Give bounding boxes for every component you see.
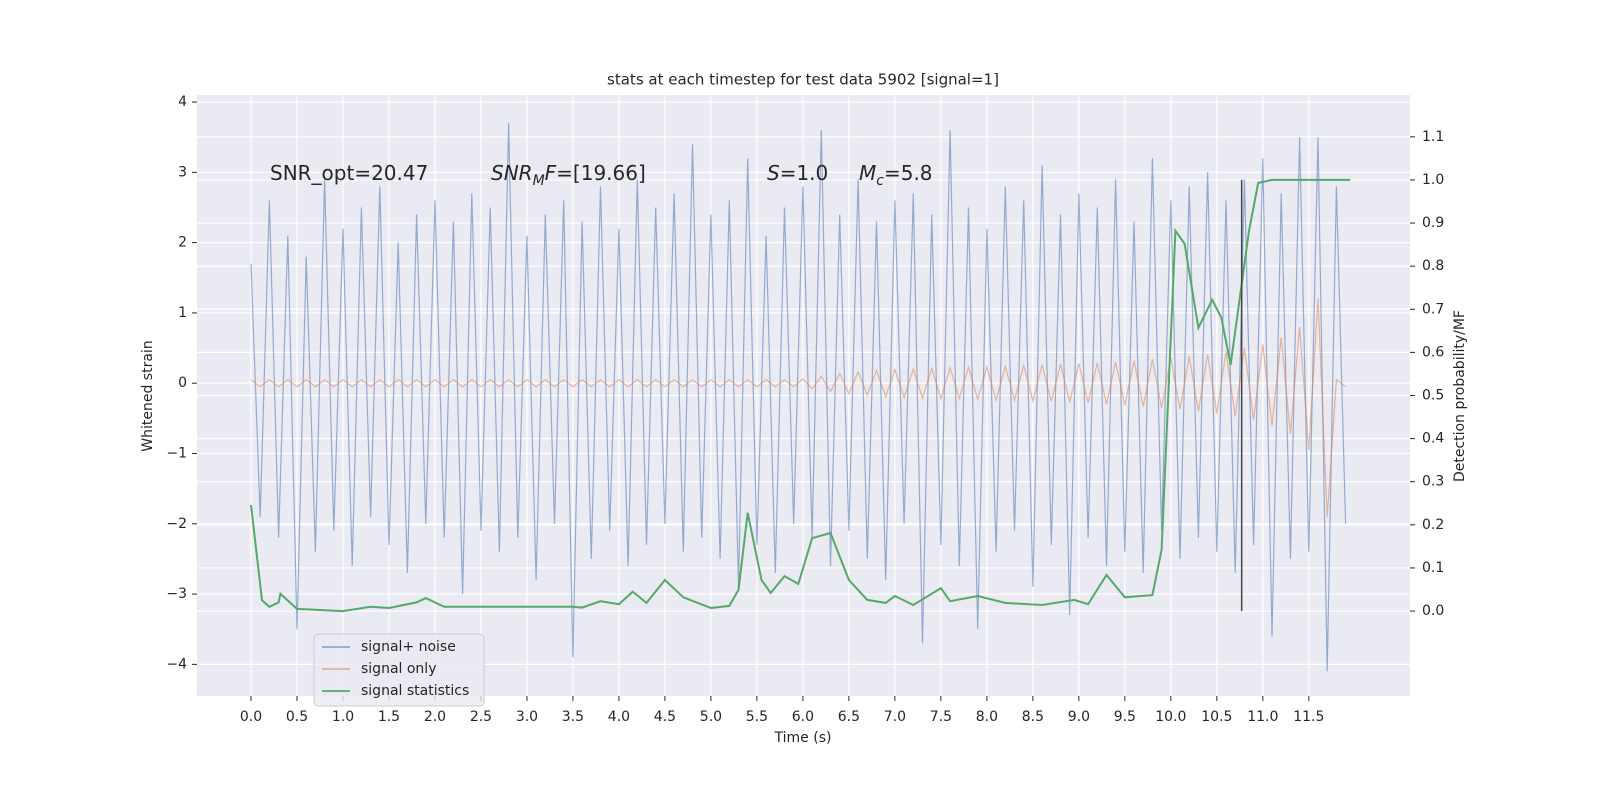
- y2-tick-label: 1.1: [1422, 129, 1444, 145]
- x-tick-label: 9.5: [1114, 709, 1136, 725]
- series-line: [250, 298, 1346, 517]
- y2-tick-label: 0.2: [1422, 517, 1444, 533]
- y-tick-label: −3: [166, 586, 187, 602]
- annotation-part: c: [876, 173, 884, 189]
- y2-tick-label: 0.6: [1422, 344, 1444, 360]
- x-tick-label: 6.5: [838, 709, 860, 725]
- y-tick-label: 4: [178, 94, 187, 110]
- y-axis-label: Whitened strain: [140, 340, 156, 451]
- x-tick-label: 5.0: [700, 709, 722, 725]
- y2-tick-label: 0.5: [1422, 388, 1444, 404]
- annotation-part: =[19.66]: [556, 161, 646, 185]
- y2-tick-label: 0.7: [1422, 301, 1444, 317]
- y2-tick-label: 0.8: [1422, 258, 1444, 274]
- y2-tick-label: 1.0: [1422, 172, 1444, 188]
- annotation-part: M: [533, 173, 545, 189]
- x-tick-label: 7.0: [884, 709, 906, 725]
- legend-label: signal only: [361, 661, 436, 677]
- y-tick-label: 2: [178, 235, 187, 251]
- x-tick-label: 8.0: [976, 709, 998, 725]
- legend-label: signal+ noise: [361, 639, 456, 655]
- annotation-part: SNR: [491, 161, 533, 185]
- x-tick-label: 4.0: [608, 709, 630, 725]
- x-tick-label: 2.0: [424, 709, 446, 725]
- x-tick-label: 0.0: [240, 709, 262, 725]
- y-tick-label: −1: [166, 445, 187, 461]
- y2-tick-label: 0.9: [1422, 215, 1444, 231]
- annotation: S=1.0: [767, 161, 828, 185]
- x-tick-label: 5.5: [746, 709, 768, 725]
- x-tick-label: 2.5: [470, 709, 492, 725]
- annotation: SNR_opt=20.47: [270, 161, 428, 185]
- legend-label: signal statistics: [361, 683, 469, 699]
- legend-box: [313, 633, 485, 707]
- x-tick-label: 1.5: [378, 709, 400, 725]
- x-tick-label: 3.5: [562, 709, 584, 725]
- x-tick-label: 11.0: [1247, 709, 1278, 725]
- series-line: [250, 178, 1351, 613]
- annotation-part: F: [545, 161, 557, 185]
- y2-tick-label: 0.4: [1422, 431, 1444, 447]
- series-line: [250, 123, 1347, 672]
- x-tick-label: 10.5: [1201, 709, 1232, 725]
- x-tick-label: 11.5: [1293, 709, 1324, 725]
- chart-title: stats at each timestep for test data 590…: [607, 71, 999, 89]
- x-tick-label: 3.0: [516, 709, 538, 725]
- y2-tick-label: 0.3: [1422, 474, 1444, 490]
- y2-axis-label: Detection probability/MF: [1452, 310, 1468, 482]
- annotation-part: =1.0: [780, 161, 829, 185]
- y-tick-label: −4: [166, 656, 187, 672]
- x-tick-label: 9.0: [1068, 709, 1090, 725]
- annotation-part: S: [767, 161, 780, 185]
- y2-tick-label: 0.0: [1422, 603, 1444, 619]
- annotation: Mc=5.8: [859, 161, 933, 189]
- x-tick-label: 4.5: [654, 709, 676, 725]
- annotation: SNRMF=[19.66]: [491, 161, 646, 189]
- x-tick-label: 6.0: [792, 709, 814, 725]
- x-tick-label: 1.0: [332, 709, 354, 725]
- y-tick-label: 1: [178, 305, 187, 321]
- y-tick-label: 3: [178, 164, 187, 180]
- x-tick-label: 0.5: [286, 709, 308, 725]
- x-tick-label: 10.0: [1155, 709, 1186, 725]
- y2-tick-label: 0.1: [1422, 560, 1444, 576]
- y-tick-label: 0: [178, 375, 187, 391]
- annotation-part: M: [859, 161, 876, 185]
- x-axis-label: Time (s): [774, 730, 832, 746]
- annotation-part: SNR_opt=20.47: [270, 161, 428, 185]
- x-tick-label: 7.5: [930, 709, 952, 725]
- x-tick-label: 8.5: [1022, 709, 1044, 725]
- y-tick-label: −2: [166, 516, 187, 532]
- annotation-part: =5.8: [884, 161, 933, 185]
